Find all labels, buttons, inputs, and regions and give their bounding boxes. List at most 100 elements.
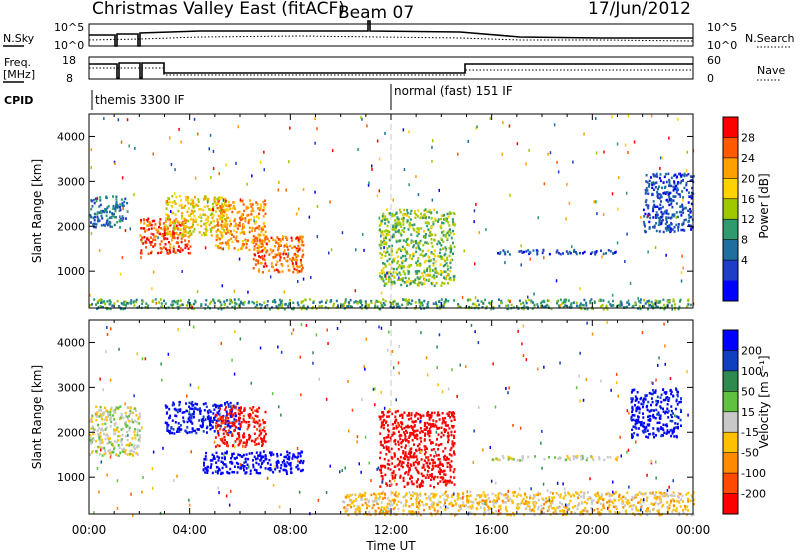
heatmap-cell xyxy=(193,228,196,231)
heatmap-cell xyxy=(399,222,402,225)
heatmap-cell xyxy=(173,407,176,411)
heatmap-cell xyxy=(397,463,400,466)
heatmap-cell xyxy=(98,409,101,412)
heatmap-cell xyxy=(99,431,102,435)
heatmap-cell xyxy=(98,438,101,441)
heatmap-cell xyxy=(530,301,533,304)
heatmap-cell xyxy=(386,272,389,275)
scatter-cell xyxy=(371,167,373,171)
heatmap-cell xyxy=(165,200,167,203)
heatmap-cell xyxy=(251,226,254,230)
heatmap-cell xyxy=(205,228,208,231)
heatmap-cell xyxy=(381,422,384,426)
heatmap-cell xyxy=(551,507,554,510)
heatmap-cell xyxy=(203,197,206,201)
heatmap-cell xyxy=(258,429,261,433)
heatmap-cell xyxy=(497,252,500,255)
heatmap-cell xyxy=(274,255,277,259)
heatmap-cell xyxy=(232,204,235,208)
heatmap-cell xyxy=(224,451,227,455)
heatmap-cell xyxy=(658,197,661,200)
heatmap-cell xyxy=(109,449,112,452)
heatmap-cell xyxy=(149,243,152,247)
heatmap-cell xyxy=(428,208,431,212)
heatmap-cell xyxy=(638,420,641,424)
heatmap-cell xyxy=(379,456,382,460)
heatmap-cell xyxy=(655,305,658,308)
heatmap-cell xyxy=(415,241,417,245)
heatmap-cell xyxy=(432,459,435,462)
heatmap-cell xyxy=(179,408,182,411)
heatmap-cell xyxy=(677,181,680,184)
heatmap-cell xyxy=(420,482,423,486)
heatmap-cell xyxy=(630,391,633,394)
heatmap-cell xyxy=(669,419,672,423)
heatmap-cell xyxy=(654,182,657,185)
heatmap-cell xyxy=(94,222,97,226)
heatmap-cell xyxy=(437,220,439,223)
heatmap-cell xyxy=(447,461,450,465)
heatmap-cell xyxy=(224,202,227,206)
heatmap-cell xyxy=(283,464,286,468)
heatmap-cell xyxy=(279,466,282,470)
heatmap-cell xyxy=(386,224,389,228)
heatmap-cell xyxy=(132,446,135,449)
heatmap-cell xyxy=(295,261,298,264)
scatter-cell xyxy=(174,168,176,172)
heatmap-cell xyxy=(444,246,447,249)
heatmap-cell xyxy=(204,195,207,198)
heatmap-cell xyxy=(428,234,431,238)
heatmap-cell xyxy=(253,419,256,423)
heatmap-cell xyxy=(166,252,169,255)
heatmap-cell xyxy=(233,465,236,468)
heatmap-cell xyxy=(286,457,289,460)
heatmap-cell xyxy=(126,301,129,305)
heatmap-cell xyxy=(288,299,291,302)
heatmap-cell xyxy=(218,404,221,408)
heatmap-cell xyxy=(396,302,399,306)
scatter-cell xyxy=(283,290,286,294)
heatmap-cell xyxy=(233,429,236,433)
heatmap-cell xyxy=(667,409,670,413)
heatmap-cell xyxy=(671,213,674,216)
heatmap-cell xyxy=(668,196,671,199)
heatmap-cell xyxy=(118,446,121,450)
heatmap-cell xyxy=(121,215,124,218)
heatmap-cell xyxy=(275,268,278,272)
heatmap-cell xyxy=(227,247,230,250)
heatmap-cell xyxy=(417,511,420,514)
heatmap-cell xyxy=(299,454,302,458)
heatmap-cell xyxy=(134,436,137,440)
heatmap-cell xyxy=(209,213,212,217)
heatmap-cell xyxy=(165,213,168,216)
heatmap-cell xyxy=(161,305,164,308)
heatmap-cell xyxy=(158,221,161,224)
heatmap-cell xyxy=(687,209,690,212)
heatmap-cell xyxy=(145,302,148,305)
heatmap-cell xyxy=(670,390,673,394)
heatmap-cell xyxy=(95,415,98,418)
heatmap-cell xyxy=(196,204,199,207)
heatmap-cell xyxy=(249,407,252,410)
heatmap-cell xyxy=(180,428,183,431)
heatmap-cell xyxy=(654,216,657,219)
heatmap-cell xyxy=(173,228,176,232)
heatmap-cell xyxy=(383,457,386,461)
heatmap-cell xyxy=(225,452,228,455)
heatmap-cell xyxy=(398,435,401,438)
heatmap-cell xyxy=(93,428,96,431)
heatmap-cell xyxy=(295,262,298,266)
heatmap-cell xyxy=(225,222,228,225)
heatmap-cell xyxy=(395,427,398,430)
heatmap-cell xyxy=(153,219,156,223)
heatmap-cell xyxy=(184,243,187,247)
heatmap-cell xyxy=(293,267,296,271)
heatmap-cell xyxy=(206,425,209,428)
heatmap-cell xyxy=(107,413,110,417)
heatmap-cell xyxy=(209,227,212,231)
heatmap-cell xyxy=(663,431,666,434)
heatmap-cell xyxy=(124,197,127,201)
heatmap-cell xyxy=(201,233,204,237)
heatmap-cell xyxy=(404,451,407,454)
heatmap-cell xyxy=(379,252,382,255)
